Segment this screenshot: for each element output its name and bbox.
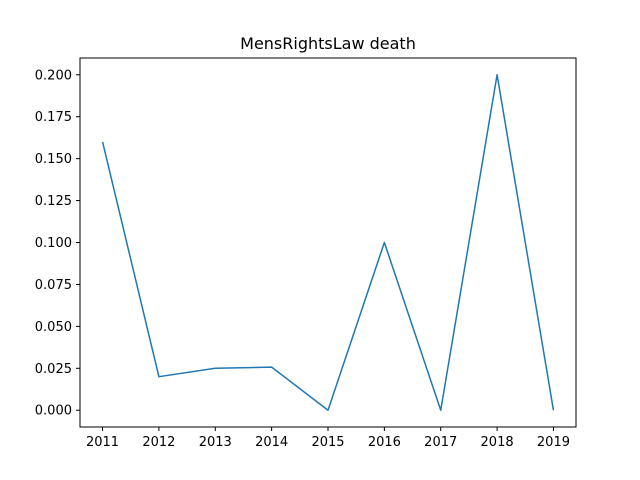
y-tick-label: 0.025 (35, 362, 72, 377)
x-axis: 2011 2012 2013 2014 2015 2016 2017 2018 2019 (86, 427, 570, 450)
axes-frame (79, 57, 577, 428)
chart-title: MensRightsLaw death (240, 34, 416, 53)
x-tick-label: 2018 (481, 435, 514, 450)
x-tick-label: 2012 (142, 435, 175, 450)
y-tick-label: 0.175 (35, 110, 72, 125)
x-tick-label: 2017 (424, 435, 457, 450)
y-tick-label: 0.125 (35, 194, 72, 209)
x-tick-label: 2011 (86, 435, 119, 450)
plot-area (101, 74, 555, 411)
y-tick-label: 0.050 (35, 320, 72, 335)
y-tick-label: 0.150 (35, 152, 72, 167)
x-tick-label: 2019 (537, 435, 570, 450)
x-tick-label: 2016 (368, 435, 401, 450)
series-line-0 (101, 74, 555, 411)
y-axis: 0.000 0.025 0.050 0.075 0.100 0.125 0.150 0.175… (35, 68, 80, 419)
y-tick-label: 0.200 (35, 68, 72, 83)
x-tick-label: 2013 (199, 435, 232, 450)
x-tick-label: 2015 (311, 435, 344, 450)
y-tick-label: 0.075 (35, 278, 72, 293)
y-tick-label: 0.100 (35, 236, 72, 251)
y-tick-label: 0.000 (35, 404, 72, 419)
x-tick-label: 2014 (255, 435, 288, 450)
